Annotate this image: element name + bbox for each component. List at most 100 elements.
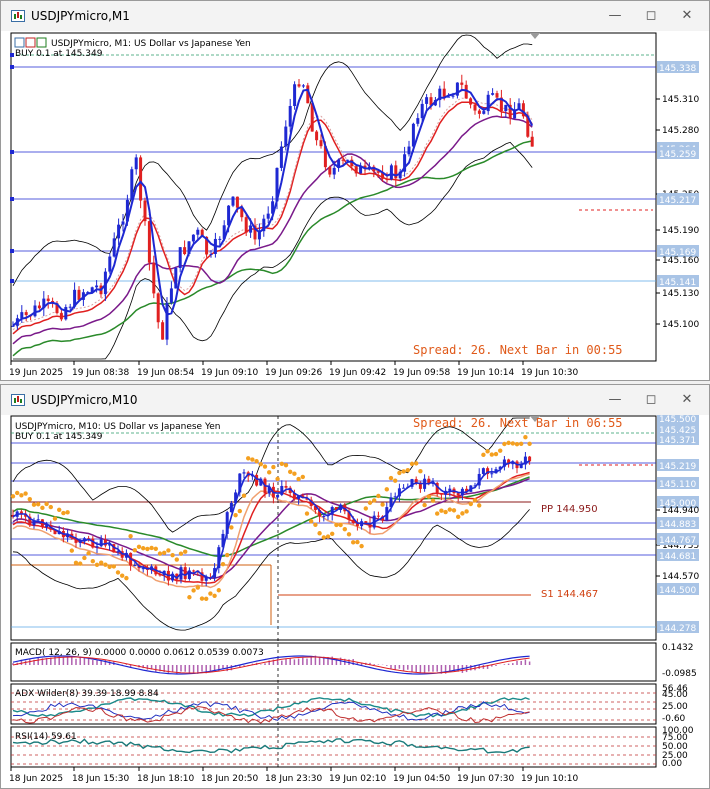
- parabolic-sar-dot: [468, 501, 473, 507]
- bollinger-lower-band: [12, 509, 530, 631]
- price-axis-label: 145.141: [659, 278, 696, 288]
- candle: [280, 485, 284, 495]
- price-label-bg: [657, 147, 699, 159]
- candle: [133, 565, 137, 567]
- candle: [381, 172, 385, 179]
- parabolic-sar-dot: [120, 573, 125, 578]
- window-titlebar[interactable]: USDJPYmicro,M10 — ◻ ✕: [1, 385, 709, 415]
- candle: [332, 167, 336, 175]
- candle: [345, 159, 349, 161]
- price-axis-label: 145.219: [659, 462, 696, 472]
- candle: [158, 574, 162, 576]
- maximize-icon[interactable]: ◻: [645, 8, 657, 23]
- minimize-icon[interactable]: —: [608, 8, 622, 23]
- price-label-bg: [657, 517, 699, 529]
- candle: [90, 287, 94, 293]
- candle: [301, 85, 305, 87]
- parabolic-sar-dot: [166, 548, 171, 553]
- parabolic-sar-dot: [338, 522, 343, 528]
- candle: [169, 288, 173, 303]
- parabolic-sar-dot: [128, 534, 133, 539]
- chart-header: USDJPYmicro, M1: US Dollar vs Japanese Y…: [51, 39, 251, 49]
- price-axis-label: 145.217: [659, 196, 696, 206]
- parabolic-sar-dot: [195, 585, 200, 590]
- candle: [33, 305, 37, 317]
- maximize-icon[interactable]: ◻: [645, 392, 657, 407]
- window-titlebar[interactable]: USDJPYmicro,M1 — ◻ ✕: [1, 1, 709, 31]
- candle: [262, 218, 266, 232]
- candle: [416, 118, 420, 124]
- parabolic-sar-dot: [321, 535, 326, 540]
- moving-average-orange: [12, 473, 530, 589]
- parabolic-sar-dot: [204, 596, 209, 601]
- parabolic-sar-dot: [170, 552, 175, 558]
- parabolic-sar-dot: [31, 502, 37, 507]
- parabolic-sar-dot: [435, 511, 440, 516]
- candle: [227, 205, 231, 226]
- candle: [46, 298, 50, 301]
- chart-shift-marker[interactable]: [530, 33, 540, 39]
- adx-scale-label: 25.00: [662, 702, 688, 712]
- price-label-bg: [657, 433, 699, 445]
- candle: [330, 507, 334, 515]
- candle: [218, 238, 222, 240]
- candle: [45, 525, 49, 528]
- minimize-icon[interactable]: —: [608, 392, 622, 407]
- chart-window-m1: USDJPYmicro,M1 — ◻ ✕ 145.338 145.310 145.2…: [0, 0, 710, 381]
- parabolic-sar-dot: [103, 562, 108, 567]
- adx-scale-label: -0.60: [662, 714, 686, 724]
- symbol-icons: [14, 37, 47, 48]
- candle: [530, 136, 534, 147]
- parabolic-sar-dot: [208, 591, 213, 596]
- price-axis-label: 144.278: [659, 624, 696, 634]
- parabolic-sar-dot: [380, 502, 385, 507]
- candle: [156, 293, 160, 323]
- parabolic-sar-dot: [279, 461, 284, 467]
- candle: [402, 487, 406, 489]
- parabolic-sar-dot: [145, 546, 150, 552]
- candle: [407, 146, 411, 155]
- candle: [95, 285, 99, 288]
- bollinger-lower-band: [13, 141, 533, 360]
- candle: [420, 103, 424, 119]
- candle: [112, 238, 116, 257]
- rsi-scale-label: 0.00: [662, 759, 682, 769]
- parabolic-sar-dot: [514, 441, 520, 447]
- close-icon[interactable]: ✕: [681, 8, 693, 23]
- candle: [24, 513, 28, 517]
- rsi-scale-label: 100.00: [662, 726, 694, 736]
- parabolic-sar-dot: [111, 564, 117, 569]
- price-label-bg: [657, 496, 699, 508]
- adx-main-line: [12, 697, 530, 718]
- parabolic-sar-dot: [342, 526, 347, 532]
- candle: [59, 313, 63, 320]
- parabolic-sar-dot: [191, 588, 196, 593]
- candle: [504, 104, 508, 112]
- candle: [367, 166, 371, 169]
- price-label-bg: [657, 275, 699, 287]
- close-icon[interactable]: ✕: [681, 392, 693, 407]
- candle: [267, 486, 271, 494]
- price-axis-label: 145.259: [659, 150, 696, 160]
- price-axis-label: 144.681: [659, 552, 696, 562]
- price-chart-m10[interactable]: 145.500145.425145.371145.259145.219145.1…: [1, 415, 709, 788]
- price-chart-m1[interactable]: 145.338145.310145.280145.264145.259145.2…: [1, 31, 709, 380]
- parabolic-sar-dot: [485, 449, 490, 454]
- parabolic-sar-dot: [351, 540, 356, 545]
- candle: [288, 487, 292, 494]
- parabolic-sar-dot: [141, 546, 146, 551]
- price-label-bg: [657, 61, 699, 73]
- trade-line-label: BUY 0.1 at 145.349: [15, 432, 103, 442]
- parabolic-sar-dot: [422, 502, 427, 508]
- candle: [288, 105, 292, 127]
- candle: [249, 225, 253, 233]
- candle: [196, 229, 200, 235]
- parabolic-sar-dot: [288, 469, 293, 475]
- price-label-bg: [657, 459, 699, 471]
- rsi-line: [12, 738, 530, 754]
- candle: [438, 88, 442, 101]
- candle: [455, 82, 459, 96]
- parabolic-sar-dot: [10, 494, 16, 499]
- time-axis-label: 19 Jun 09:10: [201, 368, 258, 378]
- parabolic-sar-dot: [19, 493, 24, 498]
